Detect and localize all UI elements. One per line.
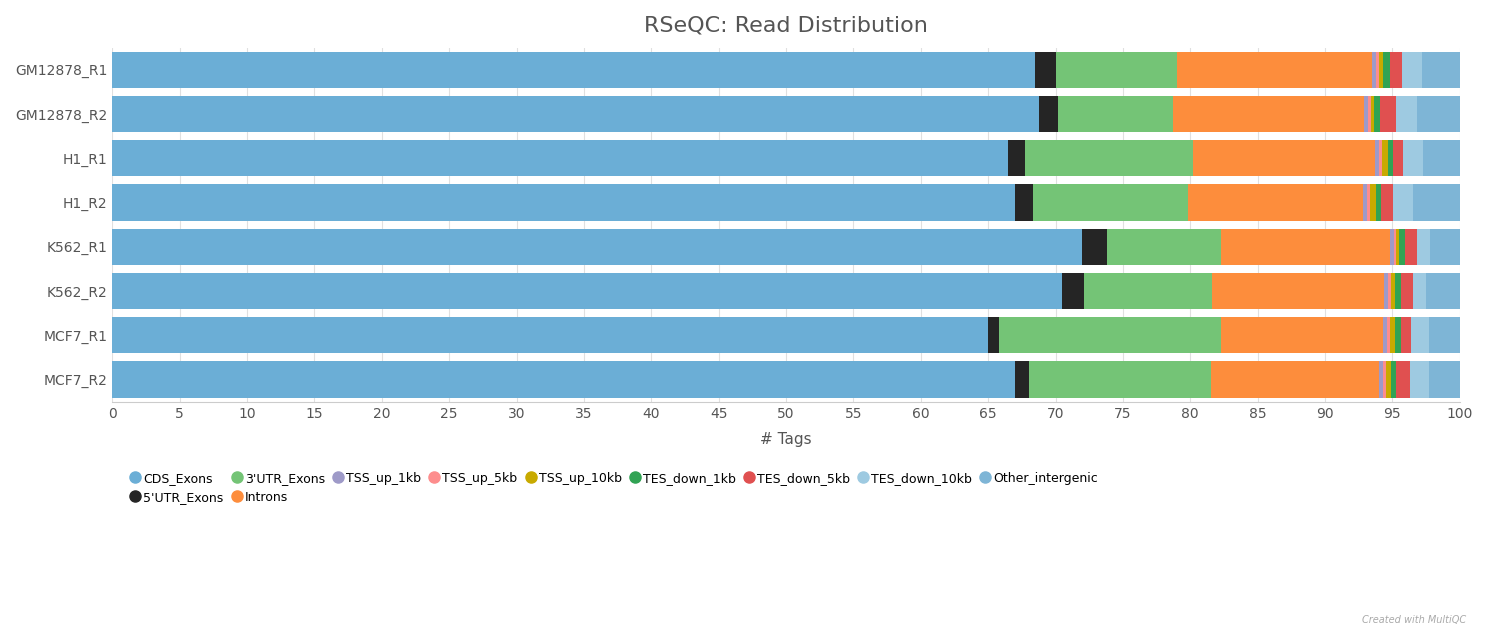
Bar (1028, 362, 1211, 398)
Bar (1396, 362, 1411, 398)
Bar (1062, 273, 1083, 309)
Bar (1382, 362, 1385, 398)
Title: RSeQC: Read Distribution: RSeQC: Read Distribution (644, 15, 929, 35)
Bar (1382, 140, 1388, 177)
Bar (112, 317, 988, 353)
Bar (1387, 317, 1390, 353)
Bar (1403, 140, 1423, 177)
Bar (1426, 273, 1460, 309)
Bar (1428, 317, 1460, 353)
Bar (1376, 52, 1379, 88)
Bar (1390, 317, 1396, 353)
Bar (1009, 140, 1025, 177)
Bar (1083, 273, 1211, 309)
Bar (998, 317, 1222, 353)
Text: Created with MultiQC: Created with MultiQC (1362, 615, 1466, 625)
Bar (1375, 184, 1381, 221)
Bar (1367, 184, 1370, 221)
Bar (1177, 52, 1372, 88)
Bar (1391, 362, 1396, 398)
Bar (1385, 362, 1391, 398)
Bar (1082, 228, 1107, 265)
Bar (1388, 140, 1393, 177)
Bar (1393, 140, 1403, 177)
Bar (1411, 362, 1428, 398)
Bar (1379, 140, 1382, 177)
Bar (1375, 140, 1379, 177)
Bar (1363, 184, 1367, 221)
Bar (112, 52, 1036, 88)
Bar (1373, 96, 1381, 132)
Bar (112, 362, 1015, 398)
Bar (1405, 228, 1417, 265)
Bar (112, 184, 1015, 221)
Bar (1025, 140, 1193, 177)
Bar (1400, 317, 1411, 353)
Bar (1370, 184, 1375, 221)
Bar (1040, 96, 1058, 132)
Bar (1187, 184, 1363, 221)
Bar (1414, 184, 1460, 221)
Bar (1173, 96, 1364, 132)
Bar (1367, 96, 1370, 132)
Bar (1015, 362, 1028, 398)
Bar (1396, 273, 1400, 309)
Bar (1430, 228, 1460, 265)
Bar (1394, 228, 1396, 265)
Bar (1388, 273, 1391, 309)
Bar (1384, 273, 1388, 309)
Bar (1058, 96, 1173, 132)
Bar (1423, 140, 1460, 177)
Bar (1390, 228, 1394, 265)
Bar (1222, 228, 1390, 265)
Bar (1382, 52, 1390, 88)
Bar (1107, 228, 1222, 265)
Bar (112, 140, 1009, 177)
Bar (1381, 96, 1396, 132)
Bar (1399, 228, 1405, 265)
Bar (112, 96, 1040, 132)
Bar (988, 317, 998, 353)
Bar (1396, 96, 1417, 132)
Bar (1211, 362, 1379, 398)
Bar (1036, 52, 1055, 88)
Bar (1379, 52, 1382, 88)
Bar (1411, 317, 1428, 353)
Bar (1400, 273, 1412, 309)
Bar (1364, 96, 1367, 132)
Bar (1211, 273, 1384, 309)
Bar (1033, 184, 1187, 221)
Bar (1391, 273, 1396, 309)
Bar (1423, 52, 1460, 88)
Bar (1396, 317, 1400, 353)
Bar (1393, 184, 1414, 221)
Bar (1055, 52, 1177, 88)
Bar (1372, 52, 1376, 88)
Bar (1396, 228, 1399, 265)
Bar (1417, 228, 1430, 265)
Bar (1015, 184, 1033, 221)
Bar (1402, 52, 1423, 88)
Bar (1370, 96, 1373, 132)
Bar (1417, 96, 1460, 132)
X-axis label: # Tags: # Tags (760, 432, 812, 447)
Bar (112, 228, 1082, 265)
Legend: CDS_Exons, 5'UTR_Exons, 3'UTR_Exons, Introns, TSS_up_1kb, TSS_up_5kb, TSS_up_10k: CDS_Exons, 5'UTR_Exons, 3'UTR_Exons, Int… (132, 472, 1098, 504)
Bar (1222, 317, 1382, 353)
Bar (1412, 273, 1426, 309)
Bar (1428, 362, 1460, 398)
Bar (112, 273, 1062, 309)
Bar (1381, 184, 1393, 221)
Bar (1193, 140, 1375, 177)
Bar (1379, 362, 1382, 398)
Bar (1390, 52, 1402, 88)
Bar (1382, 317, 1387, 353)
